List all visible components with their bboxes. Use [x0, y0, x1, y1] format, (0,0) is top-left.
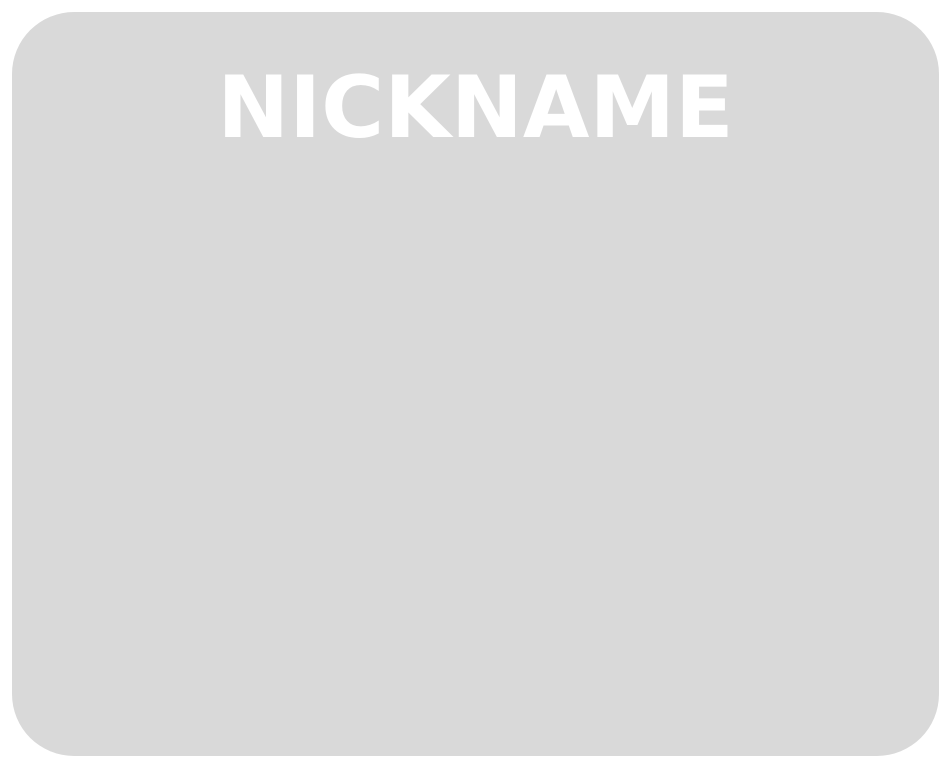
- nickname-card: NICKNAME: [12, 12, 939, 756]
- card-title: NICKNAME: [217, 58, 734, 158]
- card-body: [52, 182, 899, 716]
